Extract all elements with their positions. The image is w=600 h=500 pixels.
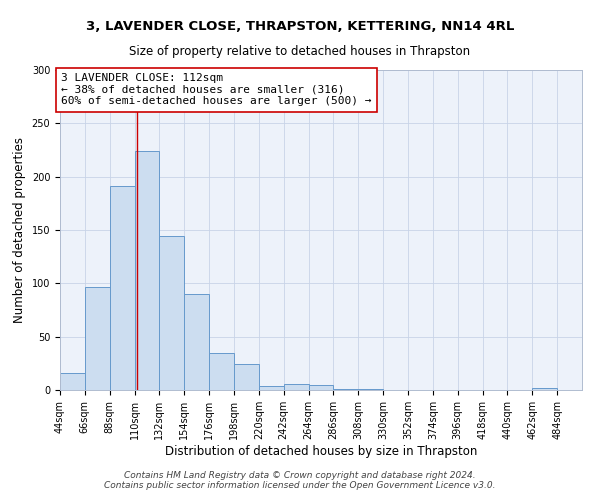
Bar: [308, 384, 334, 390]
Bar: [358, 389, 383, 390]
Bar: [284, 384, 308, 390]
Bar: [334, 389, 358, 390]
Bar: [134, 151, 160, 390]
Text: 3, LAVENDER CLOSE, THRAPSTON, KETTERING, NN14 4RL: 3, LAVENDER CLOSE, THRAPSTON, KETTERING,…: [86, 20, 514, 33]
Bar: [259, 386, 284, 390]
Text: 3 LAVENDER CLOSE: 112sqm
← 38% of detached houses are smaller (316)
60% of semi-: 3 LAVENDER CLOSE: 112sqm ← 38% of detach…: [61, 73, 371, 106]
Bar: [532, 388, 557, 390]
Text: Size of property relative to detached houses in Thrapston: Size of property relative to detached ho…: [130, 45, 470, 58]
Text: Contains HM Land Registry data © Crown copyright and database right 2024.
Contai: Contains HM Land Registry data © Crown c…: [104, 470, 496, 490]
Bar: [184, 294, 209, 390]
Bar: [160, 236, 184, 390]
Bar: [234, 364, 259, 390]
Bar: [209, 352, 234, 390]
Bar: [110, 186, 134, 390]
Bar: [60, 373, 85, 390]
X-axis label: Distribution of detached houses by size in Thrapston: Distribution of detached houses by size …: [165, 444, 477, 458]
Y-axis label: Number of detached properties: Number of detached properties: [13, 137, 26, 323]
Bar: [85, 286, 110, 390]
